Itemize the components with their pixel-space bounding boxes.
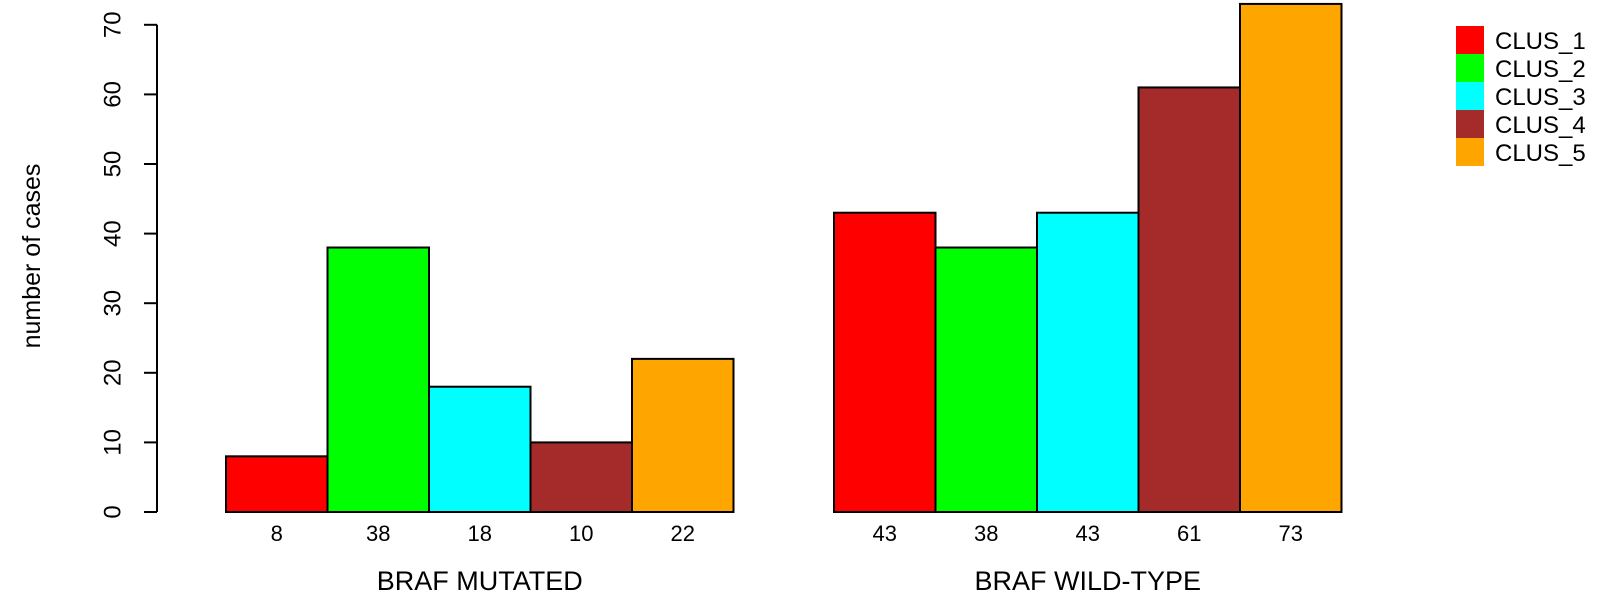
legend-label: CLUS_1	[1495, 28, 1586, 55]
legend-swatch	[1456, 138, 1484, 166]
y-tick-label: 30	[99, 290, 126, 317]
y-axis-label: number of cases	[18, 164, 46, 349]
y-tick-label: 40	[99, 220, 126, 247]
bar	[934, 246, 1038, 514]
bar-value-label: 43	[1076, 521, 1100, 546]
y-tick-label: 0	[99, 505, 126, 518]
bar-value-label: 22	[671, 521, 695, 546]
y-axis: 0 10 20 30 40 50 60 70	[99, 11, 158, 519]
y-tick-label: 60	[99, 81, 126, 108]
bar-value-label: 18	[468, 521, 492, 546]
y-tick-label: 10	[99, 429, 126, 456]
bar	[326, 246, 430, 514]
bar	[631, 357, 735, 513]
bar-value-label: 43	[873, 521, 897, 546]
bar	[833, 211, 937, 513]
group-labels: BRAF MUTATED BRAF WILD-TYPE	[377, 566, 1201, 594]
bar	[428, 385, 532, 513]
y-tick-label: 50	[99, 151, 126, 178]
bar-value-label: 38	[974, 521, 998, 546]
group-label: BRAF WILD-TYPE	[974, 566, 1201, 594]
y-tick-label: 70	[99, 11, 126, 38]
legend-label: CLUS_5	[1495, 140, 1586, 167]
bar-value-labels: 8 38 18 10 22 43 38 43 61 73	[271, 521, 1303, 546]
legend-swatch	[1456, 54, 1484, 82]
legend-label: CLUS_2	[1495, 56, 1586, 83]
legend-label: CLUS_4	[1495, 112, 1586, 139]
legend-swatch	[1456, 26, 1484, 54]
bar-value-label: 10	[569, 521, 593, 546]
bars	[225, 2, 1343, 514]
group-label: BRAF MUTATED	[377, 566, 583, 594]
legend-label: CLUS_3	[1495, 84, 1586, 111]
legend-swatch	[1456, 110, 1484, 138]
y-tick-label: 20	[99, 359, 126, 386]
bar	[225, 455, 329, 514]
bar-value-label: 38	[366, 521, 390, 546]
bar	[1036, 211, 1140, 513]
bar	[1239, 2, 1343, 513]
bar-value-label: 73	[1279, 521, 1303, 546]
legend-swatch	[1456, 82, 1484, 110]
bar	[529, 441, 633, 513]
bar-value-label: 61	[1177, 521, 1201, 546]
bar	[1137, 86, 1241, 513]
bar-value-label: 8	[271, 521, 283, 546]
